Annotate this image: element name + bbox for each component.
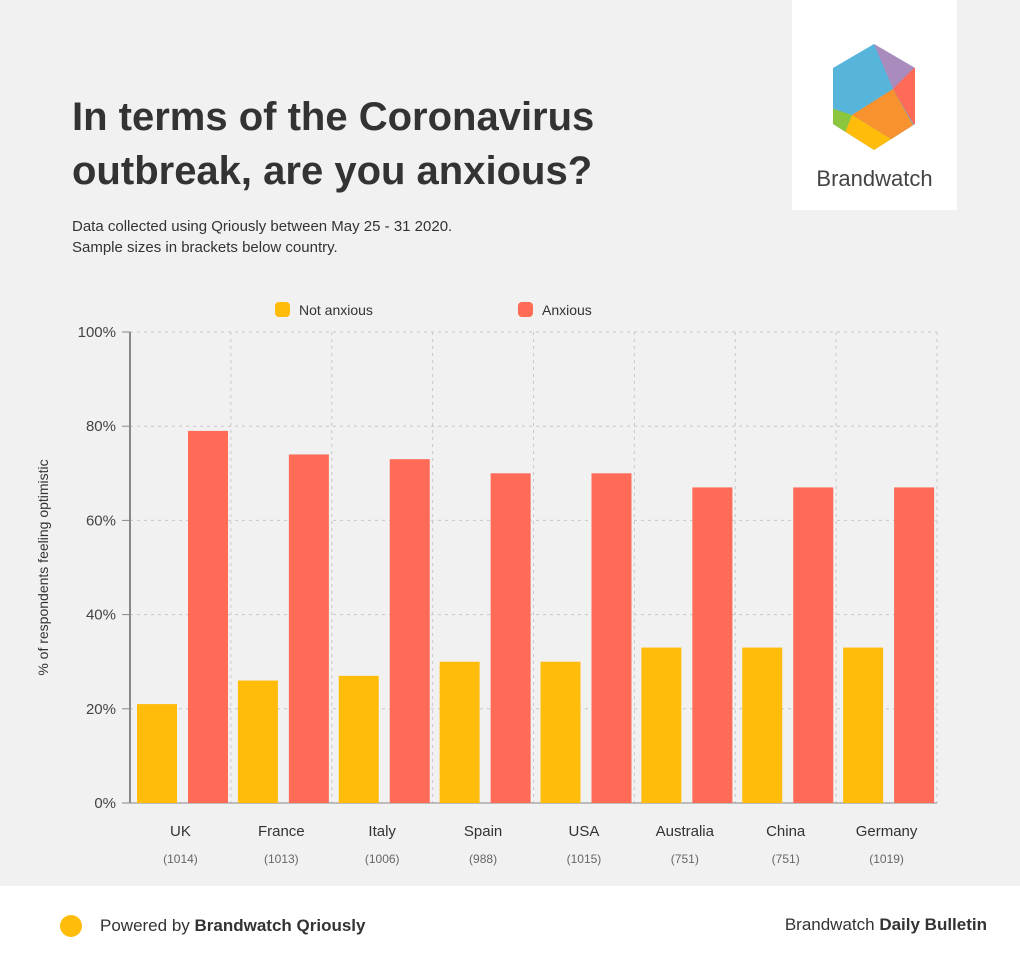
page-title: In terms of the Coronavirus outbreak, are… [72,90,672,198]
x-tick-label: USA [569,823,600,840]
sample-size-label: (1013) [264,852,299,866]
bar-not-anxious [439,661,480,803]
bar-not-anxious [338,675,379,803]
logo-text: Brandwatch [816,166,933,191]
bar-chart: 0% 20% 40% 60% 80% 100% UK (1014) France (1013) It… [35,302,938,866]
bar-not-anxious [843,647,884,803]
bar-not-anxious [540,661,581,803]
hexagon-logo-icon [833,44,915,150]
x-tick-label: Spain [464,823,502,840]
bar-anxious [591,473,632,803]
powered-by: Powered by Brandwatch Qriously [100,916,365,936]
subtitle-line: Sample sizes in brackets below country. [72,239,338,256]
powered-prefix: Powered by [100,916,195,935]
qriously-dot-icon [60,915,82,937]
x-tick-label: Italy [368,823,396,840]
bulletin-prefix: Brandwatch [784,915,880,934]
y-axis-label: % of respondents feeling optimistic [35,459,51,675]
bar-not-anxious [742,647,783,803]
legend-swatch [275,302,290,317]
legend-label: Not anxious [299,302,373,318]
sample-size-label: (988) [469,852,497,866]
powered-brand: Brandwatch Qriously [194,916,366,935]
x-tick-label: Australia [656,823,715,840]
title-line: outbreak, are you anxious? [72,149,593,193]
brandwatch-logo: Brandwatch [792,0,957,210]
y-tick-label: 40% [86,607,116,624]
bar-anxious [188,430,228,803]
bar-anxious [389,459,430,803]
bar-anxious [793,487,834,803]
bar-not-anxious [641,647,682,803]
footer: Powered by Brandwatch Qriously Brandwatc… [0,886,1020,963]
x-tick-label: UK [170,823,191,840]
sample-size-label: (751) [772,852,800,866]
sample-size-label: (751) [671,852,699,866]
sample-size-label: (1015) [567,852,602,866]
x-tick-label: Germany [856,823,918,840]
subtitle: Data collected using Qriously between Ma… [72,216,452,258]
y-tick-label: 80% [86,418,116,435]
legend-swatch [518,302,533,317]
legend-label: Anxious [542,302,592,318]
bar-anxious [288,454,329,803]
x-tick-label: China [766,823,806,840]
y-tick-label: 0% [94,795,116,812]
bar-not-anxious [137,704,177,803]
sample-size-label: (1014) [163,852,198,866]
bar-anxious [894,487,935,803]
bar-not-anxious [237,680,278,803]
x-tick-label: France [258,823,305,840]
y-tick-label: 100% [78,324,116,341]
y-tick-label: 60% [86,512,116,529]
bar-anxious [490,473,531,803]
bulletin-bold: Daily Bulletin [879,915,987,934]
y-tick-label: 20% [86,701,116,718]
daily-bulletin: Brandwatch Daily Bulletin [785,915,987,935]
sample-size-label: (1019) [869,852,904,866]
title-line: In terms of the Coronavirus [72,95,595,139]
bar-anxious [692,487,733,803]
sample-size-label: (1006) [365,852,400,866]
subtitle-line: Data collected using Qriously between Ma… [72,218,453,235]
